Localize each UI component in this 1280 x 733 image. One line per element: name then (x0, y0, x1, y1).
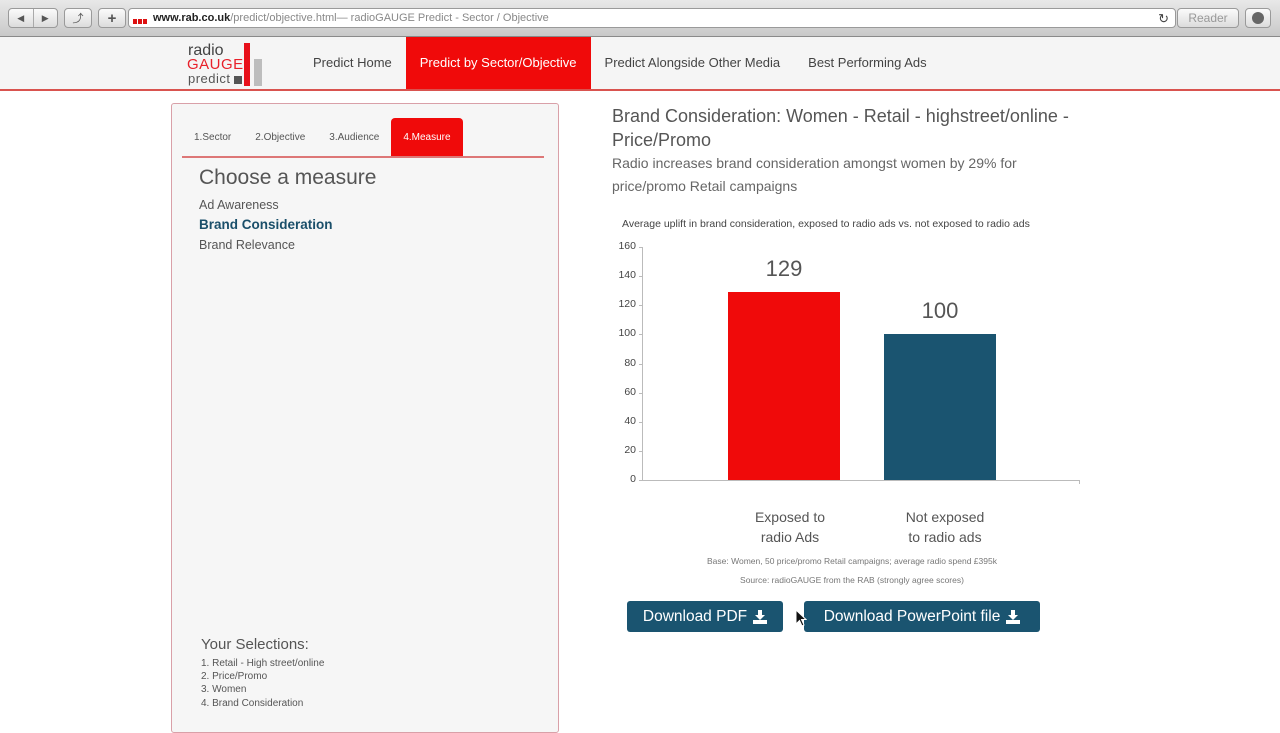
mouse-cursor-icon (795, 609, 807, 627)
y-tick-label: 0 (630, 473, 636, 485)
selection-item: 3. Women (201, 684, 247, 696)
selection-item: 1. Retail - High street/online (201, 658, 325, 669)
download-ppt-label: Download PowerPoint file (823, 607, 1001, 625)
logo-text-gauge: GAUGE (187, 56, 244, 73)
logo-text-radio: radio (188, 42, 224, 59)
y-tick-label: 40 (624, 414, 636, 427)
bar-not-exposed (884, 334, 996, 480)
tab-sector[interactable]: 1.Sector (194, 132, 232, 143)
reader-button[interactable]: Reader (1177, 8, 1239, 28)
result-title: Brand Consideration: Women - Retail - hi… (612, 106, 1069, 150)
measure-ad-awareness[interactable]: Ad Awareness (199, 198, 279, 212)
selection-item: 2. Price/Promo (201, 671, 268, 683)
download-icon (753, 609, 768, 624)
nav-best-performing-ads[interactable]: Best Performing Ads (808, 55, 927, 70)
logo-grey-bar (254, 59, 262, 86)
chart-source-note: Source: radioGAUGE from the RAB (strongl… (740, 575, 964, 585)
url-path: /predict/objective.html (230, 12, 337, 24)
y-tick-mark (639, 334, 643, 336)
logo-red-bar (244, 43, 250, 86)
logo-square (234, 76, 242, 84)
site-header: radio GAUGE predict Predict Home Predict… (0, 37, 1280, 91)
bar-value-label: 129 (765, 256, 803, 282)
y-tick-label: 120 (618, 298, 636, 311)
choose-measure-heading: Choose a measure (199, 166, 377, 189)
download-icon (1006, 609, 1021, 624)
tab-objective[interactable]: 2.Objective (255, 132, 306, 143)
y-tick-mark (639, 450, 643, 452)
downloads-button[interactable] (1245, 8, 1271, 28)
main-nav: Predict Home Predict by Sector/Objective… (299, 37, 941, 89)
nav-predict-by-sector[interactable]: Predict by Sector/Objective (405, 37, 591, 89)
y-tick-mark (639, 392, 643, 394)
url-domain: www.rab.co.uk (153, 12, 231, 24)
y-tick-label: 100 (618, 327, 636, 340)
download-pdf-label: Download PDF (642, 607, 748, 625)
new-tab-button[interactable]: + (98, 8, 126, 28)
bar-value-label: 100 (921, 298, 959, 324)
tab-measure[interactable]: 4.Measure (391, 118, 463, 156)
measure-list: Ad Awareness Brand Consideration Brand R… (199, 195, 333, 255)
share-icon: ⤴ (72, 13, 84, 25)
measure-brand-relevance[interactable]: Brand Relevance (199, 238, 295, 252)
site-favicon-icon (133, 12, 147, 24)
logo-text-predict: predict (188, 71, 231, 86)
selections-list: 1. Retail - High street/online 2. Price/… (201, 657, 324, 710)
back-icon[interactable]: ◀ (17, 12, 25, 23)
y-tick-label: 20 (624, 443, 636, 456)
download-icon (1252, 12, 1264, 24)
measure-brand-consideration[interactable]: Brand Consideration (199, 217, 333, 232)
download-powerpoint-button[interactable]: Download PowerPoint file (804, 601, 1040, 632)
x-label-exposed: Exposed to radio Ads (754, 509, 826, 545)
your-selections-heading: Your Selections: (201, 636, 309, 653)
chart-title: Average uplift in brand consideration, e… (622, 218, 1030, 230)
browser-toolbar: ◀ ▶ ⤴ + www.rab.co.uk /predict/objective… (0, 0, 1280, 37)
bar-exposed (728, 292, 840, 480)
selection-item: 4. Brand Consideration (201, 697, 304, 709)
y-tick-label: 140 (618, 269, 636, 282)
result-summary: Radio increases brand consideration amon… (612, 155, 1017, 194)
y-tick-label: 160 (618, 240, 636, 252)
plus-icon: + (107, 9, 117, 27)
y-tick-mark (639, 480, 643, 481)
y-tick-label: 80 (624, 356, 636, 369)
chart-base-note: Base: Women, 50 price/promo Retail campa… (707, 556, 997, 566)
y-tick-mark (639, 305, 643, 307)
forward-icon[interactable]: ▶ (41, 12, 49, 23)
selection-panel: 1.Sector 2.Objective 3.Audience 4.Measur… (171, 103, 559, 733)
reload-icon[interactable]: ↻ (1158, 11, 1169, 26)
x-axis (642, 480, 1080, 481)
y-tick-mark (639, 247, 643, 248)
divider (32, 9, 34, 27)
nav-predict-home[interactable]: Predict Home (313, 55, 392, 70)
x-label-not-exposed: Not exposed to radio ads (905, 509, 985, 545)
tab-audience[interactable]: 3.Audience (329, 132, 380, 143)
download-pdf-button[interactable]: Download PDF (627, 601, 783, 632)
address-bar[interactable]: www.rab.co.uk /predict/objective.html — … (128, 8, 1176, 28)
bar-chart: 0 20 40 60 80 100 120 140 160 129 100 (612, 240, 1092, 490)
back-forward-buttons[interactable]: ◀ ▶ (8, 8, 58, 28)
share-button[interactable]: ⤴ (64, 8, 92, 28)
y-tick-mark (639, 363, 643, 365)
step-tabs: 1.Sector 2.Objective 3.Audience 4.Measur… (182, 118, 544, 158)
radiogauge-logo[interactable]: radio GAUGE predict (186, 41, 266, 87)
y-tick-mark (639, 421, 643, 423)
nav-predict-alongside-media[interactable]: Predict Alongside Other Media (604, 55, 781, 70)
x-axis-end-tick (1079, 480, 1080, 484)
y-tick-mark (639, 276, 643, 278)
page-title: — radioGAUGE Predict - Sector / Objectiv… (336, 12, 549, 24)
y-tick-label: 60 (624, 385, 636, 398)
